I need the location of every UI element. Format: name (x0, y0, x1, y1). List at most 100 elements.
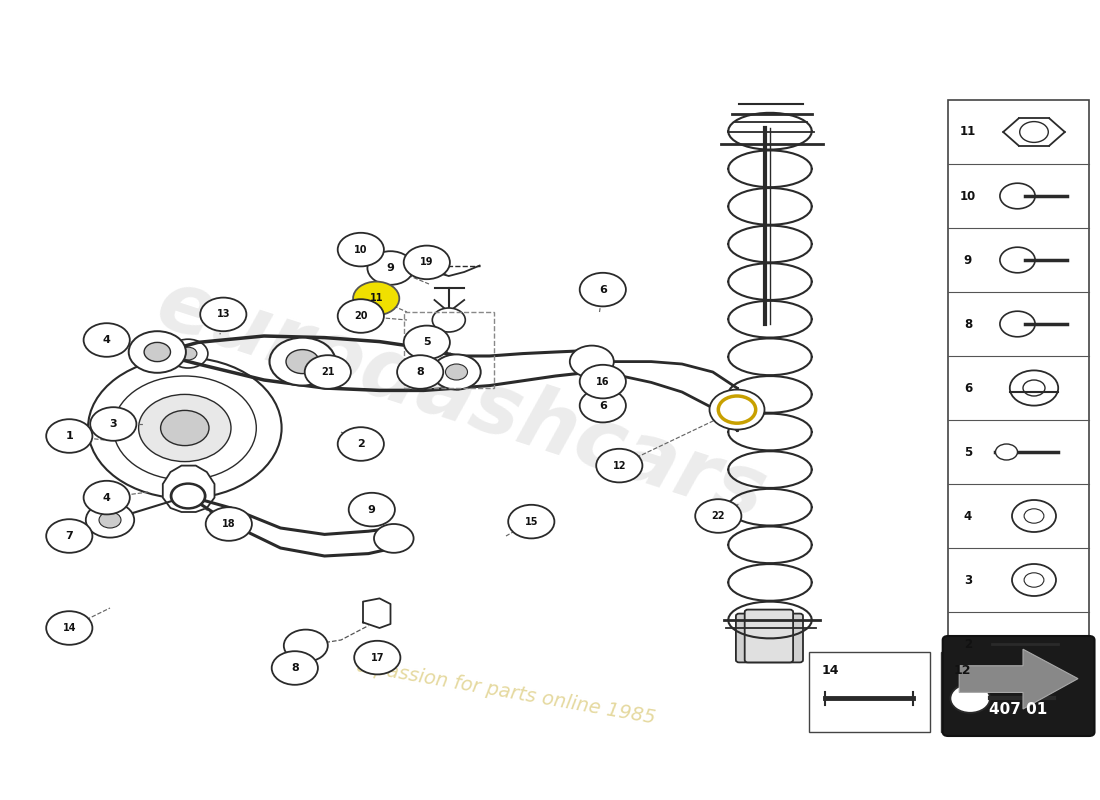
Text: 8: 8 (416, 367, 425, 377)
Circle shape (161, 410, 209, 446)
FancyBboxPatch shape (940, 652, 1062, 732)
Circle shape (596, 449, 642, 482)
FancyBboxPatch shape (948, 100, 1089, 676)
Circle shape (46, 519, 92, 553)
Circle shape (168, 339, 208, 368)
Circle shape (367, 251, 414, 285)
FancyBboxPatch shape (808, 652, 930, 732)
Circle shape (404, 326, 450, 359)
Polygon shape (959, 650, 1078, 709)
Circle shape (374, 524, 414, 553)
Text: 1: 1 (65, 431, 74, 441)
FancyBboxPatch shape (943, 636, 1094, 736)
Circle shape (446, 364, 468, 380)
Circle shape (1020, 122, 1048, 142)
Text: 17: 17 (371, 653, 384, 662)
Text: 20: 20 (354, 311, 367, 321)
Circle shape (404, 246, 450, 279)
Text: 407 01: 407 01 (990, 702, 1047, 717)
Circle shape (1000, 247, 1035, 273)
Circle shape (338, 427, 384, 461)
Circle shape (144, 342, 170, 362)
Text: 11: 11 (960, 126, 976, 138)
Circle shape (200, 298, 246, 331)
Circle shape (84, 323, 130, 357)
Text: 4: 4 (964, 510, 972, 522)
Text: 4: 4 (102, 493, 111, 502)
Circle shape (718, 396, 756, 423)
Text: 12: 12 (613, 461, 626, 470)
Text: 12: 12 (954, 664, 971, 677)
Text: 13: 13 (217, 310, 230, 319)
Text: 6: 6 (598, 401, 607, 410)
Circle shape (1024, 509, 1044, 523)
Circle shape (354, 641, 400, 674)
Circle shape (353, 282, 399, 315)
Text: 14: 14 (822, 664, 839, 677)
Circle shape (580, 365, 626, 398)
Circle shape (90, 407, 136, 441)
Circle shape (46, 419, 92, 453)
Circle shape (305, 355, 351, 389)
Circle shape (179, 347, 197, 360)
Circle shape (710, 390, 764, 430)
Text: 6: 6 (598, 285, 607, 294)
Text: 14: 14 (63, 623, 76, 633)
Circle shape (1000, 183, 1035, 209)
Text: 10: 10 (354, 245, 367, 254)
Text: eurodashcars: eurodashcars (147, 263, 777, 537)
Text: 7: 7 (65, 531, 74, 541)
Circle shape (570, 346, 614, 378)
Circle shape (432, 354, 481, 390)
Circle shape (86, 502, 134, 538)
Text: 2: 2 (356, 439, 365, 449)
Text: 5: 5 (964, 446, 972, 458)
Circle shape (46, 611, 92, 645)
Circle shape (1012, 500, 1056, 532)
Circle shape (349, 493, 395, 526)
Circle shape (397, 355, 443, 389)
Circle shape (1024, 573, 1044, 587)
Text: 9: 9 (386, 263, 395, 273)
Circle shape (580, 273, 626, 306)
Circle shape (206, 507, 252, 541)
Text: 9: 9 (367, 505, 376, 514)
Circle shape (1023, 380, 1045, 396)
Circle shape (99, 512, 121, 528)
Text: 21: 21 (321, 367, 334, 377)
Circle shape (170, 483, 206, 509)
Circle shape (1010, 370, 1058, 406)
Text: 6: 6 (964, 382, 972, 394)
Text: 2: 2 (964, 638, 972, 650)
Circle shape (338, 233, 384, 266)
Circle shape (84, 481, 130, 514)
Text: 5: 5 (424, 338, 430, 347)
Text: 8: 8 (964, 318, 972, 330)
Text: 3: 3 (110, 419, 117, 429)
Circle shape (996, 444, 1018, 460)
Circle shape (580, 389, 626, 422)
Circle shape (338, 299, 384, 333)
Circle shape (113, 376, 256, 480)
Circle shape (695, 499, 741, 533)
Circle shape (432, 308, 465, 332)
Text: 10: 10 (960, 190, 976, 202)
Text: 4: 4 (102, 335, 111, 345)
Text: 15: 15 (525, 517, 538, 526)
Text: a passion for parts online 1985: a passion for parts online 1985 (355, 656, 657, 728)
Polygon shape (163, 466, 214, 512)
Text: 19: 19 (420, 258, 433, 267)
Text: 18: 18 (222, 519, 235, 529)
Text: 16: 16 (596, 377, 609, 386)
Text: 11: 11 (370, 294, 383, 303)
Circle shape (508, 505, 554, 538)
FancyBboxPatch shape (736, 614, 803, 662)
Circle shape (1012, 564, 1056, 596)
FancyBboxPatch shape (745, 610, 793, 662)
Circle shape (1000, 311, 1035, 337)
Circle shape (272, 651, 318, 685)
Circle shape (172, 484, 205, 508)
Text: 3: 3 (964, 574, 972, 586)
Circle shape (284, 630, 328, 662)
Circle shape (270, 338, 336, 386)
